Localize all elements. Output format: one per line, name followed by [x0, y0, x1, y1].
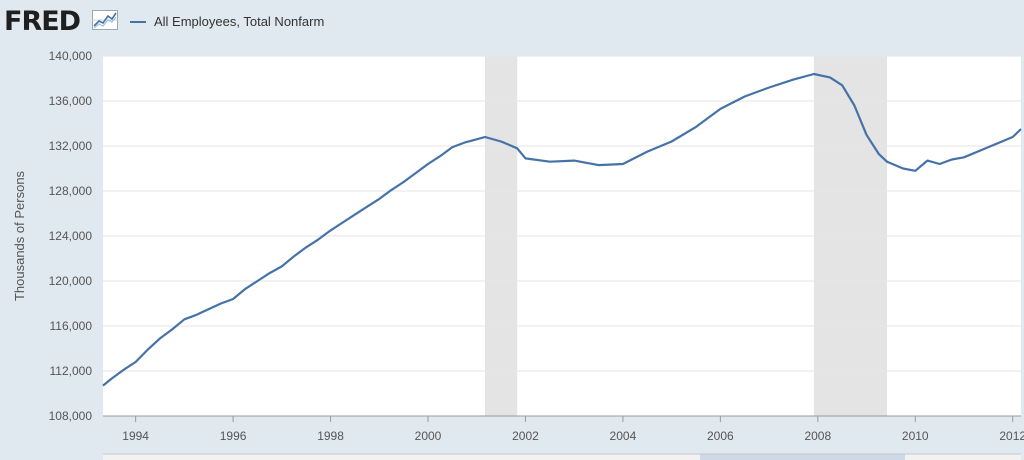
- x-tick-label: 2004: [610, 429, 637, 443]
- legend-line-swatch: [130, 20, 146, 23]
- trend-chart-icon: [92, 10, 118, 30]
- x-tick-label: 2002: [512, 429, 539, 443]
- x-tick-label: 1996: [220, 429, 247, 443]
- y-tick-label: 120,000: [49, 274, 93, 288]
- y-tick-label: 128,000: [49, 184, 93, 198]
- y-tick-label: 112,000: [50, 364, 93, 378]
- legend-series-label: All Employees, Total Nonfarm: [154, 14, 325, 29]
- y-axis-ticks: 108,000 112,000 116,000 120,000 124,000 128,0…: [49, 49, 93, 423]
- x-tick-label: 2010: [902, 429, 929, 443]
- y-tick-label: 116,000: [50, 319, 93, 333]
- fred-logo[interactable]: FRED: [4, 6, 81, 37]
- x-tick-label: 2000: [415, 429, 442, 443]
- y-tick-label: 124,000: [49, 229, 93, 243]
- x-tick-label: 2012: [999, 429, 1024, 443]
- x-tick-label: 2006: [707, 429, 734, 443]
- y-tick-label: 136,000: [49, 94, 93, 108]
- x-tick-label: 2008: [804, 429, 831, 443]
- y-tick-label: 132,000: [49, 139, 93, 153]
- x-tick-label: 1994: [122, 429, 149, 443]
- y-tick-label: 108,000: [49, 409, 93, 423]
- chart-legend[interactable]: All Employees, Total Nonfarm: [130, 14, 324, 29]
- chart-header: FRED All Employees, Total Nonfarm: [0, 0, 1024, 46]
- x-axis-ticks: 1994 1996 1998 2000 2002 2004 2006 2008 2010 2012: [122, 416, 1024, 443]
- y-tick-label: 140,000: [49, 49, 93, 63]
- navigator-strip[interactable]: [103, 453, 1021, 460]
- x-tick-label: 1998: [317, 429, 344, 443]
- y-axis-label: Thousands of Persons: [12, 170, 27, 301]
- series-line-all-employees[interactable]: [102, 72, 1022, 387]
